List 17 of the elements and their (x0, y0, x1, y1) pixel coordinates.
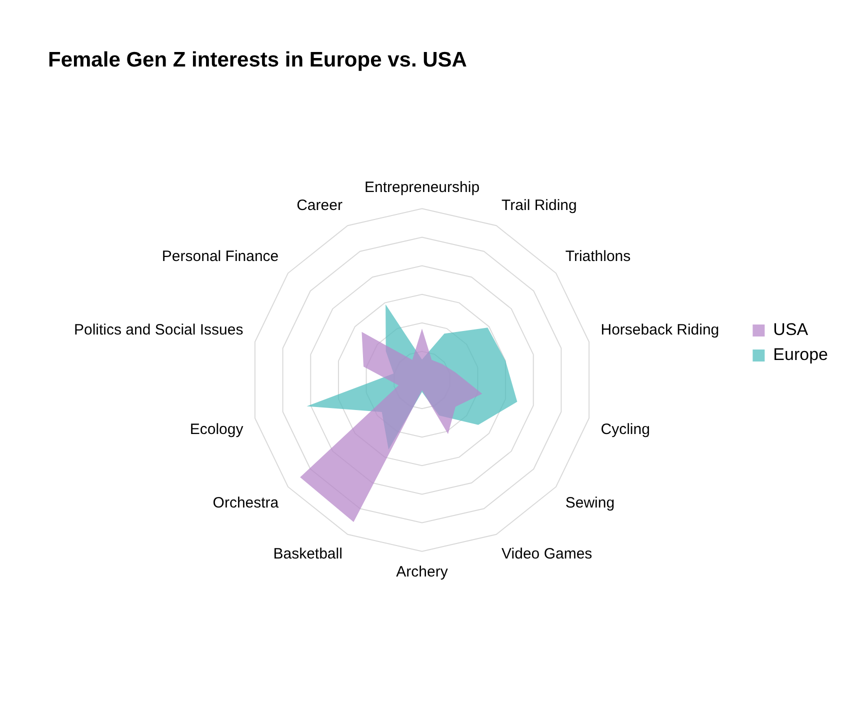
spoke-label: Career (296, 196, 342, 214)
spoke-label: Ecology (190, 420, 244, 438)
spoke-label: Orchestra (212, 494, 280, 512)
spoke-label: Triathlons (565, 248, 631, 265)
spoke-label: Personal Finance (162, 248, 279, 265)
spoke-label: Video Games (502, 545, 592, 562)
spoke-label: Horseback Riding (600, 321, 720, 338)
spoke-label: Politics and Social Issues (74, 321, 244, 338)
spoke-label: Entrepreneurship (364, 178, 480, 196)
chart-title: Female Gen Z interests in Europe vs. USA (48, 48, 467, 72)
spoke-label: Trail Riding (502, 196, 577, 214)
spoke-label: Archery (396, 563, 448, 580)
spoke-label: Cycling (600, 420, 650, 438)
legend-label: USA (773, 320, 809, 340)
spoke-label: Sewing (565, 494, 615, 512)
spoke-label: Basketball (273, 545, 342, 562)
legend-label: Europe (773, 345, 828, 364)
